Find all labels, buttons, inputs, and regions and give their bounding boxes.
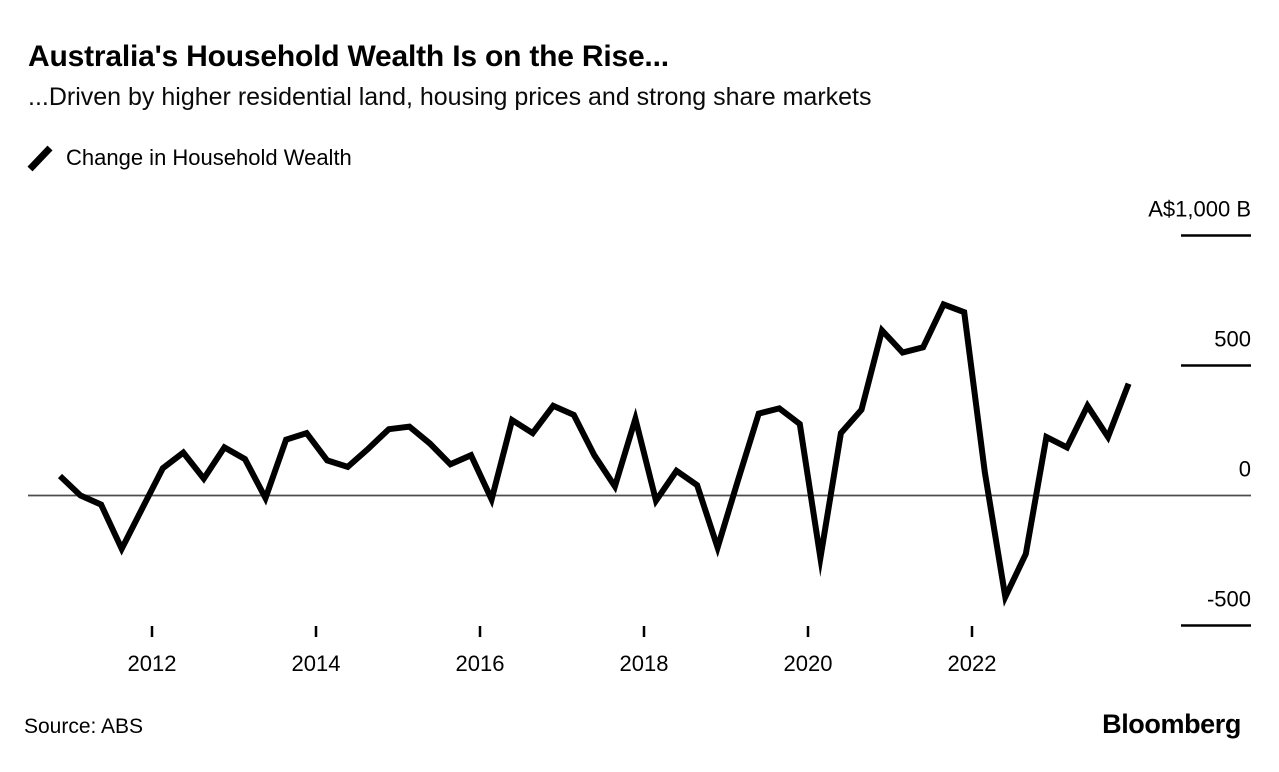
x-tick-label: 2014	[292, 651, 341, 676]
y-tick-label: -500	[1207, 587, 1251, 612]
chart-title: Australia's Household Wealth Is on the R…	[28, 40, 669, 73]
x-tick-label: 2020	[784, 651, 833, 676]
x-tick-label: 2012	[128, 651, 177, 676]
legend-label: Change in Household Wealth	[66, 145, 352, 170]
legend: Change in Household Wealth	[26, 143, 352, 173]
x-axis: 2012 2014 2016 2018 2020 2022	[128, 626, 997, 676]
wealth-change-line	[57, 300, 1132, 607]
y-tick-label: 500	[1214, 327, 1251, 352]
bloomberg-logo: Bloomberg	[1102, 709, 1241, 739]
y-axis: A$1,000 B 500 0 -500	[1148, 197, 1251, 627]
chart-subtitle: ...Driven by higher residential land, ho…	[28, 83, 872, 111]
x-tick-label: 2018	[620, 651, 669, 676]
x-tick-label: 2022	[948, 651, 997, 676]
y-tick-label: 0	[1239, 457, 1251, 482]
x-tick-label: 2016	[456, 651, 505, 676]
source-label: Source: ABS	[24, 715, 144, 738]
y-tick-label: A$1,000 B	[1148, 197, 1251, 222]
line-series-icon	[27, 145, 53, 172]
chart-header: Australia's Household Wealth Is on the R…	[28, 40, 1228, 112]
